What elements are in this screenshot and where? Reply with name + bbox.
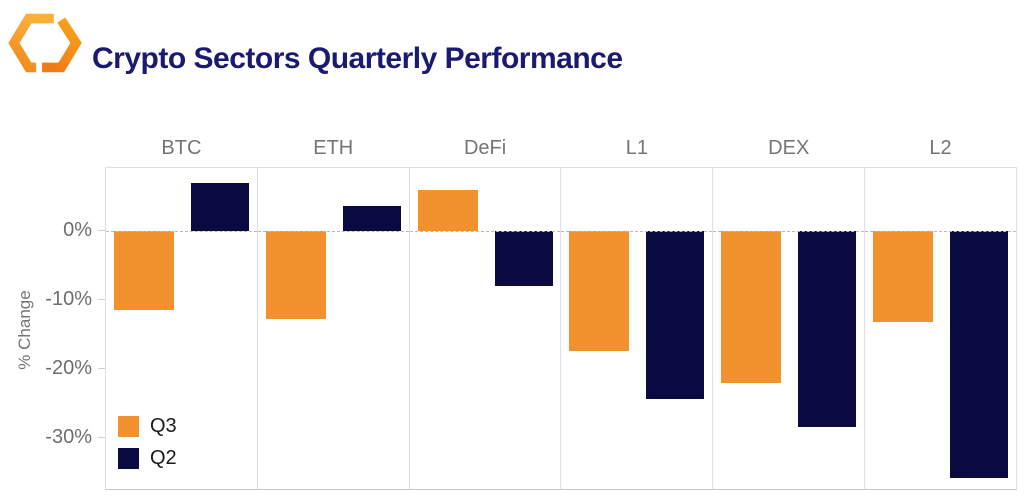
bar-q3-eth [265,231,326,319]
facet-panel-l2: L2 [864,137,1016,489]
bar-q2-btc [191,183,249,231]
bar-q2-defi [494,231,553,286]
legend-item-q2: Q2 [118,448,177,469]
y-tick-label: 0% [63,219,92,241]
bar-q3-l2 [873,231,934,322]
bar-q2-eth [342,206,401,231]
legend-label: Q3 [150,415,177,437]
facet-panel-defi: DeFi [408,137,561,489]
bar-q3-dex [721,231,782,383]
y-tick-label: -30% [45,426,92,448]
y-tick-mark [98,230,105,231]
bar-q2-dex [798,231,857,427]
bar-q3-btc [114,231,174,310]
facet-panel-eth: ETH [256,137,409,489]
hexagon-brand-logo-icon [8,13,82,73]
facet-label: L1 [625,137,649,159]
facet-label: ETH [313,137,354,159]
plot-area: BTC Q3 Q2 ETH DeFi L1 DEX L2 [105,137,1017,490]
facet-label: DeFi [463,137,507,159]
y-tick-label: -10% [45,288,92,310]
zero-baseline [257,231,409,232]
zero-baseline [713,231,865,232]
bar-q2-l2 [950,231,1009,478]
facet-panel-btc: BTC Q3 Q2 [106,137,257,489]
page-title: Crypto Sectors Quarterly Performance [92,42,623,76]
legend-swatch-q3 [118,416,139,437]
y-tick-mark [98,368,105,369]
bar-q3-defi [417,190,478,231]
y-tick-mark [98,299,105,300]
zero-baseline [106,231,257,232]
legend: Q3 Q2 [118,416,177,480]
y-axis: 0% -10% -20% -30% [0,167,105,490]
facet-label: L2 [929,137,952,159]
zero-baseline [409,231,561,232]
zero-baseline [865,231,1016,232]
y-tick-mark [98,437,105,438]
facet-panel-dex: DEX [712,137,865,489]
legend-item-q3: Q3 [118,416,177,437]
legend-swatch-q2 [118,448,139,469]
facet-panel-l1: L1 [560,137,713,489]
zero-baseline [561,231,713,232]
bar-q2-l1 [646,231,705,399]
legend-label: Q2 [150,447,177,469]
facet-label: DEX [768,137,810,159]
facet-label: BTC [161,137,202,159]
y-tick-label: -20% [45,357,92,379]
bar-q3-l1 [569,231,630,351]
